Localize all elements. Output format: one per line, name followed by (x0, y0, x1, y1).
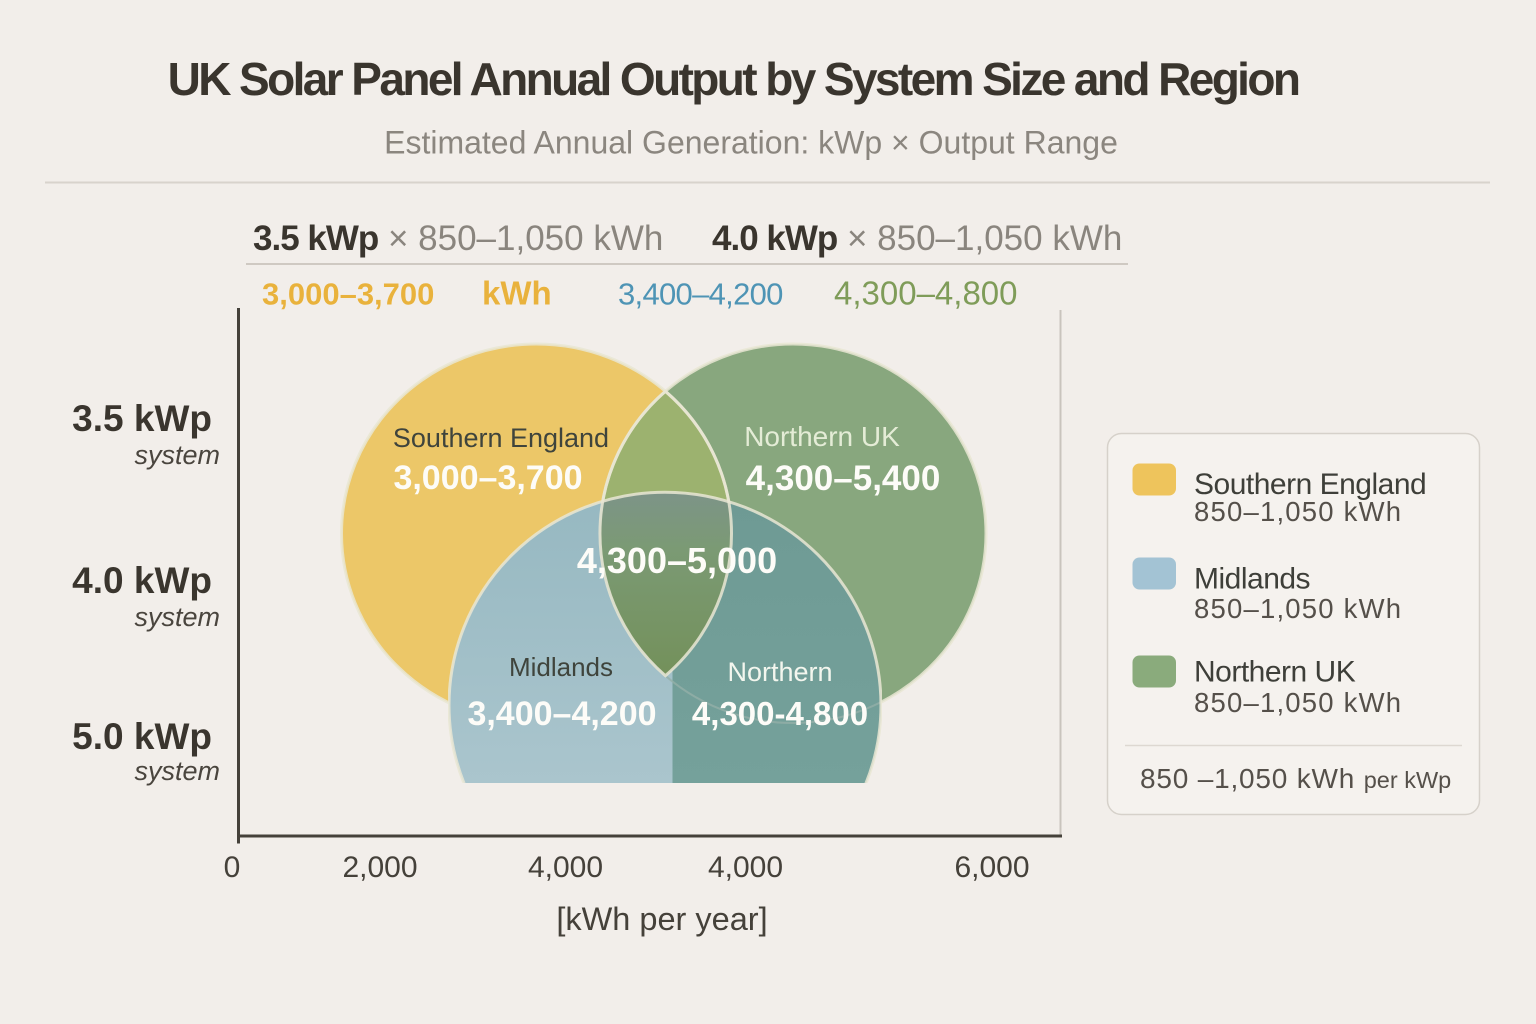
svg-text:Northern UK: Northern UK (744, 421, 900, 452)
svg-text:UK Solar Panel Annual Output b: UK Solar Panel Annual Output by System S… (168, 53, 1299, 105)
svg-text:4,300-4,800: 4,300-4,800 (692, 695, 868, 732)
svg-text:4,000: 4,000 (528, 851, 603, 884)
svg-text:4,300–5,000: 4,300–5,000 (577, 540, 777, 581)
svg-text:0: 0 (224, 851, 241, 884)
svg-text:kWh: kWh (482, 275, 552, 312)
svg-text:850–1,050 kWh: 850–1,050 kWh (1194, 593, 1402, 624)
svg-text:Southern England: Southern England (393, 423, 609, 453)
svg-text:system: system (134, 602, 220, 632)
svg-text:3.5 kWp × 850–1,050 kWh: 3.5 kWp × 850–1,050 kWh (253, 219, 663, 258)
svg-text:4.0 kWp: 4.0 kWp (72, 560, 212, 601)
svg-text:850–1,050 kWh: 850–1,050 kWh (1194, 687, 1402, 718)
svg-text:3,000–3,700: 3,000–3,700 (262, 277, 434, 312)
svg-text:4,300–4,800: 4,300–4,800 (834, 275, 1018, 312)
svg-text:4,000: 4,000 (708, 851, 783, 884)
svg-text:4.0 kWp × 850–1,050 kWh: 4.0 kWp × 850–1,050 kWh (712, 219, 1122, 258)
svg-text:3,000–3,700: 3,000–3,700 (393, 459, 582, 497)
svg-text:[kWh per year]: [kWh per year] (556, 901, 767, 937)
svg-text:Southern England: Southern England (1194, 468, 1426, 501)
svg-text:3.5 kWp: 3.5 kWp (72, 398, 212, 439)
svg-text:6,000: 6,000 (954, 851, 1029, 884)
svg-text:4,300–5,400: 4,300–5,400 (746, 459, 941, 498)
svg-text:3,400–4,200: 3,400–4,200 (618, 277, 783, 312)
svg-text:Northern: Northern (727, 657, 832, 687)
svg-text:system: system (134, 756, 220, 786)
svg-text:system: system (134, 440, 220, 470)
svg-text:Midlands: Midlands (509, 652, 613, 682)
svg-text:2,000: 2,000 (342, 851, 417, 884)
svg-text:5.0 kWp: 5.0 kWp (72, 716, 212, 757)
svg-text:Northern UK: Northern UK (1194, 656, 1356, 689)
svg-text:850 –1,050 kWh per kWp: 850 –1,050 kWh per kWp (1140, 763, 1451, 794)
svg-text:Estimated Annual Generation: k: Estimated Annual Generation: kWp × Outpu… (384, 125, 1118, 161)
svg-text:850–1,050 kWh: 850–1,050 kWh (1194, 496, 1402, 527)
svg-text:Midlands: Midlands (1194, 563, 1310, 596)
svg-text:3,400–4,200: 3,400–4,200 (467, 695, 656, 733)
